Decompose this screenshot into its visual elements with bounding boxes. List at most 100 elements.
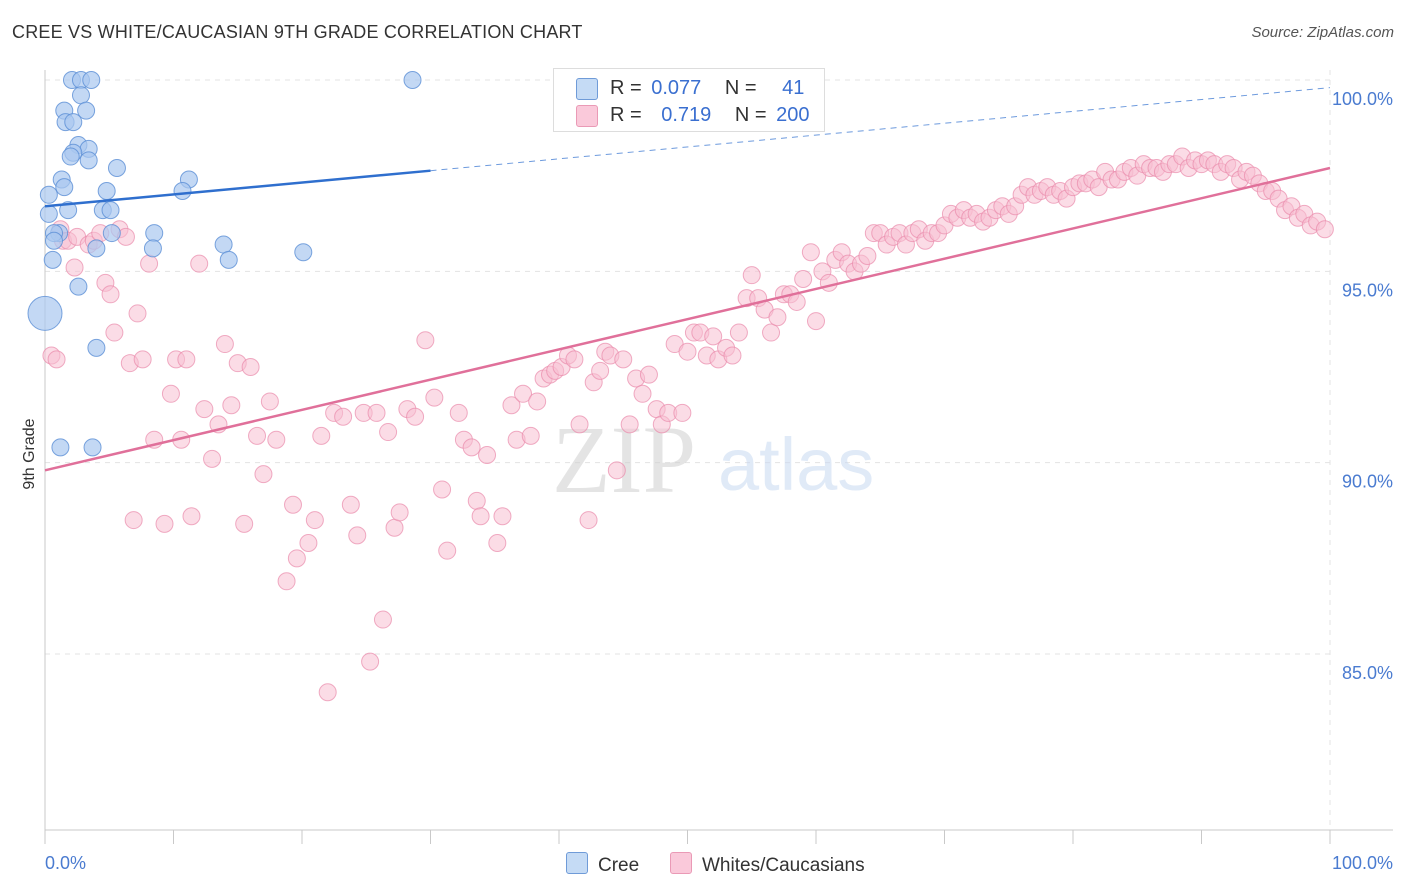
cree-n-value: 41 <box>782 77 805 99</box>
white-point <box>467 491 486 510</box>
cree-point <box>64 113 83 132</box>
white-point <box>493 507 512 526</box>
white-point <box>858 247 877 266</box>
bottom-legend-cree: Cree <box>566 852 639 877</box>
white-point <box>105 323 124 342</box>
cree-point <box>69 277 88 296</box>
bottom-white-swatch <box>670 852 692 874</box>
white-point <box>155 514 174 533</box>
white-point <box>248 426 267 445</box>
white-point <box>528 392 547 411</box>
white-point <box>235 514 254 533</box>
white-point <box>406 407 425 426</box>
cree-point <box>55 178 74 197</box>
white-point <box>312 426 331 445</box>
white-point <box>678 342 697 361</box>
white-point <box>334 407 353 426</box>
cree-point <box>39 185 58 204</box>
cree-point <box>87 338 106 357</box>
white-point <box>565 350 584 369</box>
white-point <box>177 350 196 369</box>
cree-point <box>101 201 120 220</box>
white-point <box>305 511 324 530</box>
white-point <box>299 534 318 553</box>
white-point <box>367 403 386 422</box>
white-point <box>433 480 452 499</box>
white-n-value: 200 <box>776 104 810 126</box>
white-point <box>521 426 540 445</box>
watermark: ZIP atlas <box>552 406 874 513</box>
white-point <box>341 495 360 514</box>
white-point <box>128 304 147 323</box>
cree-point <box>87 239 106 258</box>
white-point <box>502 396 521 415</box>
white-point <box>318 683 337 702</box>
white-point <box>591 361 610 380</box>
white-swatch <box>576 105 598 127</box>
bottom-cree-label: Cree <box>598 855 640 876</box>
cree-point <box>51 438 70 457</box>
white-point <box>284 495 303 514</box>
white-point <box>390 503 409 522</box>
source-note: Source: ZipAtlas.com <box>1251 24 1394 41</box>
white-point <box>361 652 380 671</box>
watermark-atlas: atlas <box>718 423 874 506</box>
white-point <box>462 438 481 457</box>
cree-point <box>219 250 238 269</box>
white-point <box>373 610 392 629</box>
white-point <box>723 346 742 365</box>
cree-swatch <box>576 78 598 100</box>
white-point <box>704 327 723 346</box>
white-point <box>819 273 838 292</box>
white-points <box>42 147 1334 702</box>
cree-point <box>77 101 96 120</box>
white-r-label: R = <box>610 104 642 126</box>
cree-point <box>143 239 162 258</box>
cree-trend-line <box>44 169 431 208</box>
white-point <box>277 572 296 591</box>
y-axis-title: 9th Grade <box>21 418 38 489</box>
white-point <box>267 430 286 449</box>
white-point <box>614 350 633 369</box>
white-trend-line <box>44 166 1331 472</box>
chart-title: CREE VS WHITE/CAUCASIAN 9TH GRADE CORREL… <box>12 22 583 42</box>
white-point <box>438 541 457 560</box>
white-point <box>348 526 367 545</box>
white-point <box>514 384 533 403</box>
white-point <box>222 396 241 415</box>
white-point <box>742 266 761 285</box>
white-point <box>639 365 658 384</box>
cree-r-label: R = <box>610 77 642 99</box>
white-point <box>65 258 84 277</box>
white-point <box>133 350 152 369</box>
cree-point <box>294 243 313 262</box>
trend-lines <box>44 87 1331 472</box>
stats-legend: R = 0.077 N = 41 R = 0.719 N = 200 <box>553 68 825 132</box>
cree-point <box>145 224 164 243</box>
white-point <box>425 388 444 407</box>
white-point <box>801 243 820 262</box>
cree-r-value: 0.077 <box>651 77 702 99</box>
white-point <box>195 400 214 419</box>
white-point <box>379 423 398 442</box>
white-point <box>478 446 497 465</box>
cree-points <box>27 71 422 457</box>
white-point <box>807 312 825 331</box>
bottom-cree-swatch <box>566 852 588 874</box>
white-point <box>471 507 490 526</box>
y-tick-label: 95.0% <box>1342 280 1393 300</box>
white-point <box>254 465 273 484</box>
cree-point <box>173 181 192 200</box>
cree-point <box>79 151 98 170</box>
white-point <box>1315 220 1334 239</box>
cree-point <box>403 71 422 89</box>
white-point <box>260 392 279 411</box>
white-point <box>762 323 781 342</box>
cree-trend-extension <box>430 87 1331 172</box>
y-tick-label: 100.0% <box>1332 89 1393 109</box>
x-tick-label: 0.0% <box>45 853 86 873</box>
white-point <box>161 384 180 403</box>
tick-labels: 100.0% 95.0% 90.0% 85.0% 0.0% 100.0% <box>45 89 1393 873</box>
bottom-white-label: Whites/Caucasians <box>702 855 865 876</box>
cree-point <box>97 181 116 200</box>
